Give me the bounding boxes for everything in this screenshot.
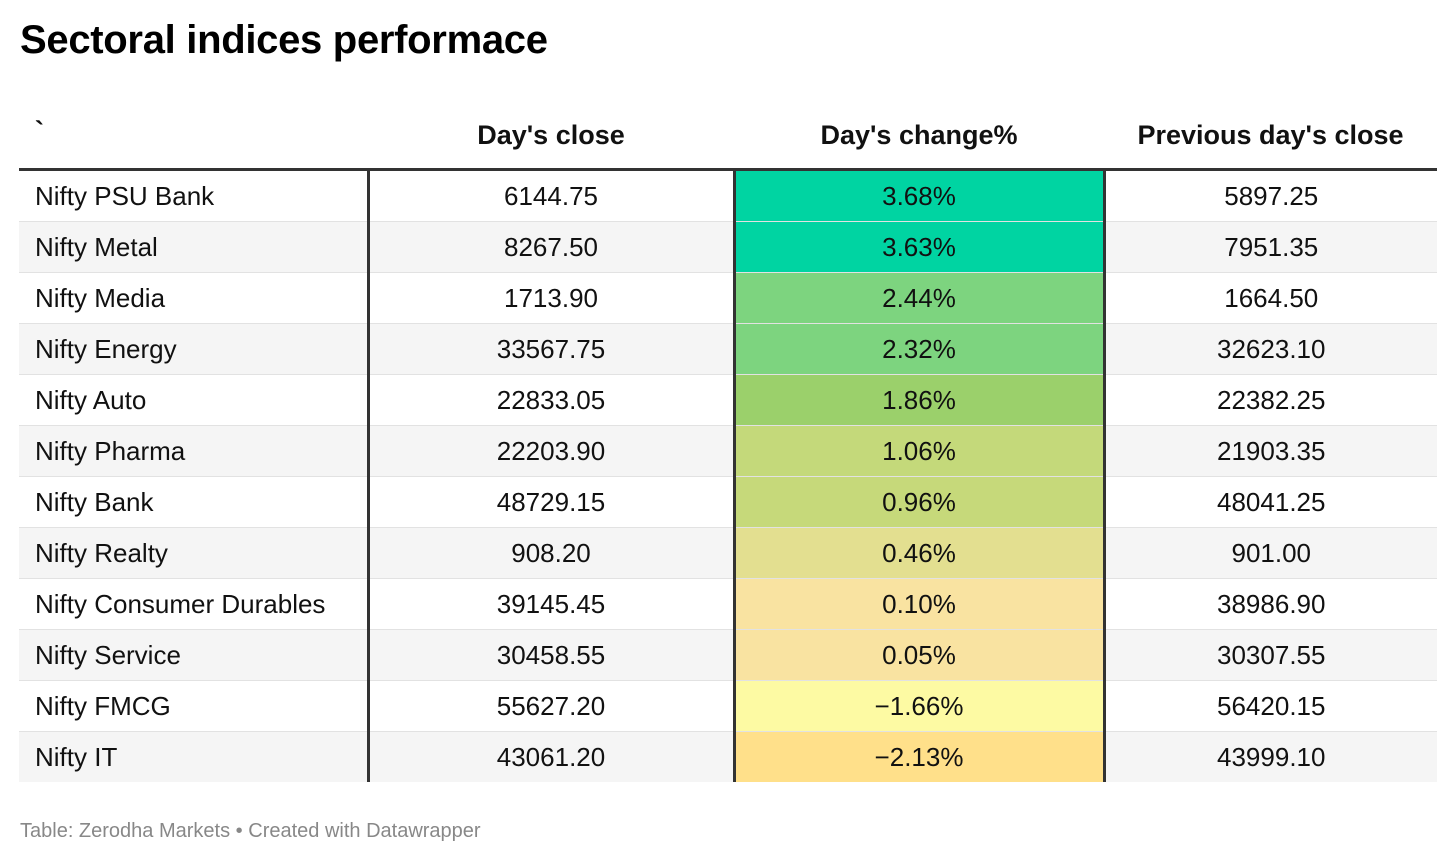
day-close-cell: 6144.75 xyxy=(368,169,736,222)
footer-separator: • xyxy=(235,820,243,842)
previous-close-cell: 30307.55 xyxy=(1104,629,1437,681)
day-change-cell: −2.13% xyxy=(734,731,1106,782)
day-close-cell: 22833.05 xyxy=(368,374,736,426)
table-row: Nifty IT 43061.20 −2.13% 43999.10 xyxy=(19,731,1437,782)
page-title: Sectoral indices performace xyxy=(20,18,548,62)
column-header-day-change[interactable]: Day's change% xyxy=(734,102,1104,171)
day-change-cell: 2.32% xyxy=(734,323,1106,375)
day-change-cell: 0.10% xyxy=(734,578,1106,630)
column-header-day-close[interactable]: Day's close xyxy=(368,102,734,171)
sector-table: ` Day's close Day's change% Previous day… xyxy=(19,102,1437,782)
table-row: Nifty Metal 8267.50 3.63% 7951.35 xyxy=(19,221,1437,273)
table-row: Nifty Auto 22833.05 1.86% 22382.25 xyxy=(19,374,1437,426)
index-name-cell: Nifty FMCG xyxy=(19,680,370,732)
previous-close-cell: 1664.50 xyxy=(1104,272,1437,324)
index-name-cell: Nifty Auto xyxy=(19,374,370,426)
table-row: Nifty Energy 33567.75 2.32% 32623.10 xyxy=(19,323,1437,375)
day-close-cell: 48729.15 xyxy=(368,476,736,528)
day-close-cell: 39145.45 xyxy=(368,578,736,630)
day-close-cell: 22203.90 xyxy=(368,425,736,477)
day-close-cell: 43061.20 xyxy=(368,731,736,782)
day-change-cell: −1.66% xyxy=(734,680,1106,732)
previous-close-cell: 21903.35 xyxy=(1104,425,1437,477)
day-change-cell: 3.63% xyxy=(734,221,1106,273)
table-header-row: ` Day's close Day's change% Previous day… xyxy=(19,102,1437,171)
credit-label: Created with Datawrapper xyxy=(248,820,481,842)
source-label: Table: Zerodha Markets xyxy=(20,820,231,842)
previous-close-cell: 5897.25 xyxy=(1104,169,1437,222)
index-name-cell: Nifty Energy xyxy=(19,323,370,375)
table-row: Nifty Service 30458.55 0.05% 30307.55 xyxy=(19,629,1437,681)
sector-table-container: ` Day's close Day's change% Previous day… xyxy=(19,102,1437,782)
previous-close-cell: 38986.90 xyxy=(1104,578,1437,630)
table-row: Nifty Media 1713.90 2.44% 1664.50 xyxy=(19,272,1437,324)
index-name-cell: Nifty Service xyxy=(19,629,370,681)
previous-close-cell: 56420.15 xyxy=(1104,680,1437,732)
index-name-cell: Nifty Media xyxy=(19,272,370,324)
table-row: Nifty Consumer Durables 39145.45 0.10% 3898… xyxy=(19,578,1437,630)
day-change-cell: 1.06% xyxy=(734,425,1106,477)
index-name-cell: Nifty Pharma xyxy=(19,425,370,477)
previous-close-cell: 22382.25 xyxy=(1104,374,1437,426)
previous-close-cell: 901.00 xyxy=(1104,527,1437,579)
day-close-cell: 55627.20 xyxy=(368,680,736,732)
index-name-cell: Nifty Realty xyxy=(19,527,370,579)
index-name-cell: Nifty Consumer Durables xyxy=(19,578,370,630)
day-change-cell: 1.86% xyxy=(734,374,1106,426)
table-row: Nifty Realty 908.20 0.46% 901.00 xyxy=(19,527,1437,579)
day-close-cell: 33567.75 xyxy=(368,323,736,375)
previous-close-cell: 7951.35 xyxy=(1104,221,1437,273)
table-row: Nifty PSU Bank 6144.75 3.68% 5897.25 xyxy=(19,169,1437,222)
column-header-previous-close[interactable]: Previous day's close xyxy=(1104,102,1437,171)
index-name-cell: Nifty IT xyxy=(19,731,370,782)
day-change-cell: 0.46% xyxy=(734,527,1106,579)
table-row: Nifty Bank 48729.15 0.96% 48041.25 xyxy=(19,476,1437,528)
previous-close-cell: 43999.10 xyxy=(1104,731,1437,782)
day-close-cell: 30458.55 xyxy=(368,629,736,681)
index-name-cell: Nifty Bank xyxy=(19,476,370,528)
footer: Table: Zerodha Markets • Created with Da… xyxy=(20,820,481,843)
index-name-cell: Nifty PSU Bank xyxy=(19,169,370,222)
day-change-cell: 3.68% xyxy=(734,169,1106,222)
day-change-cell: 0.05% xyxy=(734,629,1106,681)
day-change-cell: 2.44% xyxy=(734,272,1106,324)
table-body: Nifty PSU Bank 6144.75 3.68% 5897.25 Nifty M… xyxy=(19,169,1437,782)
index-name-cell: Nifty Metal xyxy=(19,221,370,273)
day-change-cell: 0.96% xyxy=(734,476,1106,528)
table-row: Nifty FMCG 55627.20 −1.66% 56420.15 xyxy=(19,680,1437,732)
table-row: Nifty Pharma 22203.90 1.06% 21903.35 xyxy=(19,425,1437,477)
day-close-cell: 908.20 xyxy=(368,527,736,579)
day-close-cell: 8267.50 xyxy=(368,221,736,273)
previous-close-cell: 48041.25 xyxy=(1104,476,1437,528)
column-header-index[interactable]: ` xyxy=(19,102,368,171)
previous-close-cell: 32623.10 xyxy=(1104,323,1437,375)
day-close-cell: 1713.90 xyxy=(368,272,736,324)
